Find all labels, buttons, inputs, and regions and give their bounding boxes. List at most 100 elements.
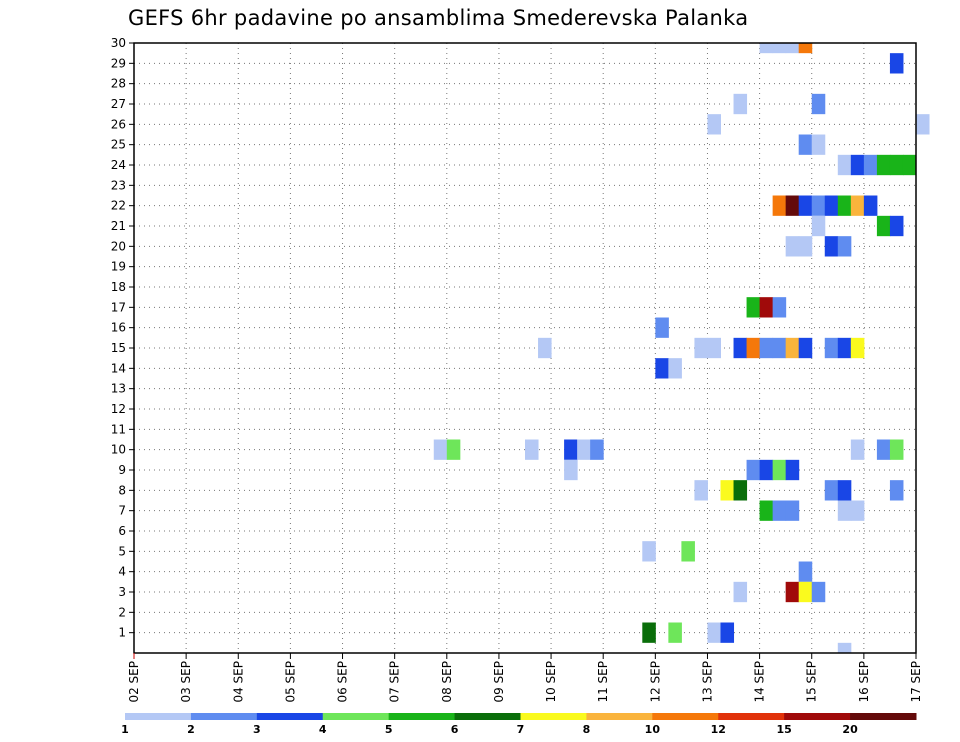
precip-cell — [876, 439, 891, 460]
y-tick-label: 30 — [111, 36, 126, 50]
precip-cell — [590, 439, 604, 460]
y-tick-label: 24 — [111, 158, 126, 172]
precip-cell — [446, 439, 461, 460]
precip-cell — [798, 43, 813, 54]
precip-cell — [902, 154, 917, 176]
y-tick-label: 15 — [111, 341, 126, 355]
precip-cell — [889, 215, 904, 237]
precip-cell — [798, 337, 813, 359]
colorbar-label: 7 — [517, 723, 525, 736]
y-tick-label: 9 — [118, 463, 126, 477]
colorbar-swatch — [388, 713, 456, 720]
x-tick-label: 11 SEP — [596, 661, 610, 703]
y-tick-label: 10 — [111, 443, 126, 457]
precip-cell — [707, 622, 721, 643]
colorbar: 1 2 3 4 5 6 7 8 10 12 15 20 — [121, 713, 917, 736]
y-axis: 1234567891011121314151617181920212223242… — [111, 36, 134, 640]
colorbar-label: 20 — [842, 723, 858, 736]
precip-cell — [798, 561, 813, 582]
precip-cell — [655, 317, 669, 338]
precip-cell — [538, 337, 552, 359]
precip-cell — [889, 154, 904, 176]
y-tick-label: 22 — [111, 199, 126, 213]
precip-cell — [655, 358, 669, 379]
precip-cell — [720, 480, 735, 501]
precip-cell — [850, 500, 865, 521]
x-tick-label: 09 SEP — [492, 661, 506, 703]
precip-cell — [837, 154, 852, 176]
colorbar-label: 10 — [645, 723, 661, 736]
precip-cell — [707, 337, 721, 359]
precip-cell — [837, 195, 852, 216]
precip-cell — [837, 236, 852, 257]
colorbar-label: 1 — [121, 723, 129, 736]
colorbar-label: 12 — [711, 723, 726, 736]
precip-cell — [772, 297, 787, 318]
y-tick-label: 28 — [111, 77, 126, 91]
precip-cell — [772, 459, 787, 481]
precip-cell — [824, 195, 839, 216]
x-tick-label: 04 SEP — [231, 661, 245, 703]
precip-cells — [433, 43, 930, 653]
precip-cell — [811, 93, 826, 115]
colorbar-swatch — [256, 713, 324, 720]
precip-cell — [785, 195, 800, 216]
precip-cell — [850, 337, 865, 359]
chart-title: GEFS 6hr padavine po ansamblima Smederev… — [128, 6, 749, 30]
precip-cell — [889, 480, 904, 501]
y-tick-label: 1 — [118, 626, 126, 640]
precip-cell — [564, 459, 578, 481]
precip-cell — [811, 215, 826, 237]
precip-cell — [746, 337, 761, 359]
precip-cell — [837, 642, 852, 653]
precip-cell — [525, 439, 539, 460]
y-tick-label: 6 — [118, 524, 126, 538]
precip-cell — [785, 43, 800, 54]
x-tick-label: 03 SEP — [179, 661, 193, 703]
precip-cell — [746, 459, 761, 481]
y-tick-label: 25 — [111, 138, 126, 152]
x-tick-label: 10 SEP — [544, 661, 558, 703]
y-tick-label: 18 — [111, 280, 126, 294]
y-tick-label: 19 — [111, 260, 126, 274]
x-tick-label: 15 SEP — [805, 661, 819, 703]
y-tick-label: 17 — [111, 300, 126, 314]
x-tick-label: 14 SEP — [753, 661, 767, 703]
precip-cell — [889, 53, 904, 74]
colorbar-swatch — [850, 713, 917, 720]
y-tick-label: 11 — [111, 422, 126, 436]
precip-cell — [863, 154, 878, 176]
colorbar-label: 3 — [253, 723, 261, 736]
y-tick-label: 26 — [111, 117, 126, 131]
y-tick-label: 7 — [118, 504, 126, 518]
precip-cell — [785, 581, 800, 603]
precip-cell — [681, 541, 695, 562]
x-tick-label: 05 SEP — [283, 661, 297, 703]
precip-cell — [785, 337, 800, 359]
precip-cell — [876, 154, 891, 176]
precip-cell — [642, 541, 656, 562]
colorbar-label: 4 — [319, 723, 327, 736]
precip-cell — [824, 480, 839, 501]
precip-cell — [798, 134, 813, 155]
precip-cell — [863, 195, 878, 216]
y-tick-label: 20 — [111, 239, 126, 253]
precip-cell — [837, 500, 852, 521]
colorbar-swatch — [322, 713, 390, 720]
precip-cell — [798, 236, 813, 257]
colorbar-swatch — [652, 713, 719, 720]
colorbar-label: 5 — [385, 723, 393, 736]
precip-cell — [824, 337, 839, 359]
precip-cell — [668, 358, 682, 379]
colorbar-swatch — [125, 713, 192, 720]
precip-cell — [668, 622, 682, 643]
precip-cell — [837, 480, 852, 501]
precip-cell — [772, 500, 787, 521]
colorbar-label: 6 — [451, 723, 459, 736]
x-tick-label: 13 SEP — [700, 661, 714, 703]
precip-cell — [889, 439, 904, 460]
precip-cell — [811, 195, 826, 216]
y-tick-label: 2 — [118, 605, 126, 619]
precip-cell — [564, 439, 578, 460]
precip-cell — [733, 581, 748, 603]
